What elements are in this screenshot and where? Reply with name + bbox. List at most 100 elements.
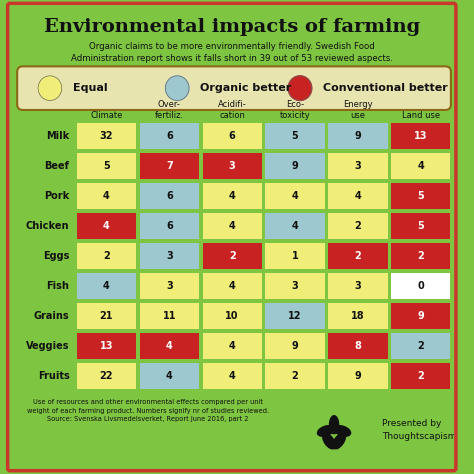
Text: 6: 6 [166, 191, 173, 201]
Text: Use of resources and other environmental effects compared per unit
weight of eac: Use of resources and other environmental… [27, 399, 269, 422]
Bar [202, 183, 262, 209]
Text: Eco-
toxicity: Eco- toxicity [280, 100, 310, 120]
Text: 0: 0 [418, 281, 424, 291]
Bar [140, 333, 199, 359]
Bar [202, 123, 262, 149]
Text: Energy
use: Energy use [343, 100, 373, 120]
Text: Grains: Grains [34, 311, 70, 321]
Bar [391, 153, 450, 179]
Text: 7: 7 [166, 161, 173, 171]
Text: 9: 9 [292, 161, 299, 171]
Bar [328, 273, 388, 299]
Bar [265, 273, 325, 299]
Text: 9: 9 [355, 371, 361, 381]
Text: 1: 1 [292, 251, 299, 261]
Bar [328, 333, 388, 359]
Text: Over-
fertiliz.: Over- fertiliz. [155, 100, 184, 120]
Text: 2: 2 [355, 221, 361, 231]
Text: 3: 3 [229, 161, 236, 171]
Bar [77, 123, 136, 149]
Text: 3: 3 [355, 161, 361, 171]
Bar [202, 333, 262, 359]
Text: 12: 12 [288, 311, 302, 321]
Bar [140, 363, 199, 389]
Circle shape [38, 76, 62, 100]
Text: 3: 3 [292, 281, 299, 291]
Text: 4: 4 [103, 191, 110, 201]
Bar [77, 303, 136, 329]
Bar [265, 123, 325, 149]
Bar [77, 153, 136, 179]
Bar [328, 153, 388, 179]
Text: 2: 2 [103, 251, 110, 261]
Ellipse shape [334, 426, 351, 436]
Bar [77, 273, 136, 299]
Text: Fish: Fish [46, 281, 70, 291]
Bar [202, 153, 262, 179]
Text: 4: 4 [166, 341, 173, 351]
Text: 6: 6 [166, 221, 173, 231]
Bar [77, 363, 136, 389]
Text: Milk: Milk [46, 131, 70, 141]
Text: 2: 2 [418, 371, 424, 381]
Text: Organic better: Organic better [201, 83, 292, 93]
Bar [391, 243, 450, 269]
Bar [265, 333, 325, 359]
Bar [140, 213, 199, 239]
Text: Eggs: Eggs [43, 251, 70, 261]
Circle shape [288, 76, 312, 100]
Text: 4: 4 [166, 371, 173, 381]
Bar [391, 333, 450, 359]
Bar [328, 363, 388, 389]
Text: Beef: Beef [45, 161, 70, 171]
Ellipse shape [323, 433, 335, 449]
Bar [140, 243, 199, 269]
Text: 9: 9 [355, 131, 361, 141]
Bar [140, 153, 199, 179]
Circle shape [165, 76, 189, 100]
Bar [391, 273, 450, 299]
Text: 3: 3 [166, 281, 173, 291]
Bar [77, 333, 136, 359]
Text: 2: 2 [355, 251, 361, 261]
Text: 3: 3 [166, 251, 173, 261]
Bar [77, 213, 136, 239]
Text: Presented by
Thoughtscapism: Presented by Thoughtscapism [382, 419, 456, 441]
Text: 4: 4 [229, 191, 236, 201]
Bar [391, 213, 450, 239]
Text: 13: 13 [414, 131, 428, 141]
Text: 9: 9 [418, 311, 424, 321]
Text: 4: 4 [229, 341, 236, 351]
Bar [77, 183, 136, 209]
Bar [328, 123, 388, 149]
Text: 2: 2 [292, 371, 299, 381]
Text: 4: 4 [355, 191, 361, 201]
Text: 22: 22 [100, 371, 113, 381]
Bar [265, 153, 325, 179]
Text: Fruits: Fruits [38, 371, 70, 381]
Text: Equal: Equal [73, 83, 108, 93]
Bar [265, 363, 325, 389]
Text: 4: 4 [292, 191, 299, 201]
Bar [140, 183, 199, 209]
Text: 4: 4 [103, 281, 110, 291]
Ellipse shape [333, 433, 346, 449]
Text: 13: 13 [100, 341, 113, 351]
Bar [140, 123, 199, 149]
Text: 21: 21 [100, 311, 113, 321]
Bar [328, 213, 388, 239]
Bar [328, 243, 388, 269]
Text: 5: 5 [103, 161, 110, 171]
Text: 10: 10 [226, 311, 239, 321]
Text: 6: 6 [166, 131, 173, 141]
FancyBboxPatch shape [17, 66, 451, 110]
Bar [202, 303, 262, 329]
Bar [202, 213, 262, 239]
Text: 11: 11 [163, 311, 176, 321]
Ellipse shape [329, 416, 338, 434]
Bar [265, 183, 325, 209]
Text: 5: 5 [418, 191, 424, 201]
Bar [265, 243, 325, 269]
Bar [391, 303, 450, 329]
Bar [328, 183, 388, 209]
